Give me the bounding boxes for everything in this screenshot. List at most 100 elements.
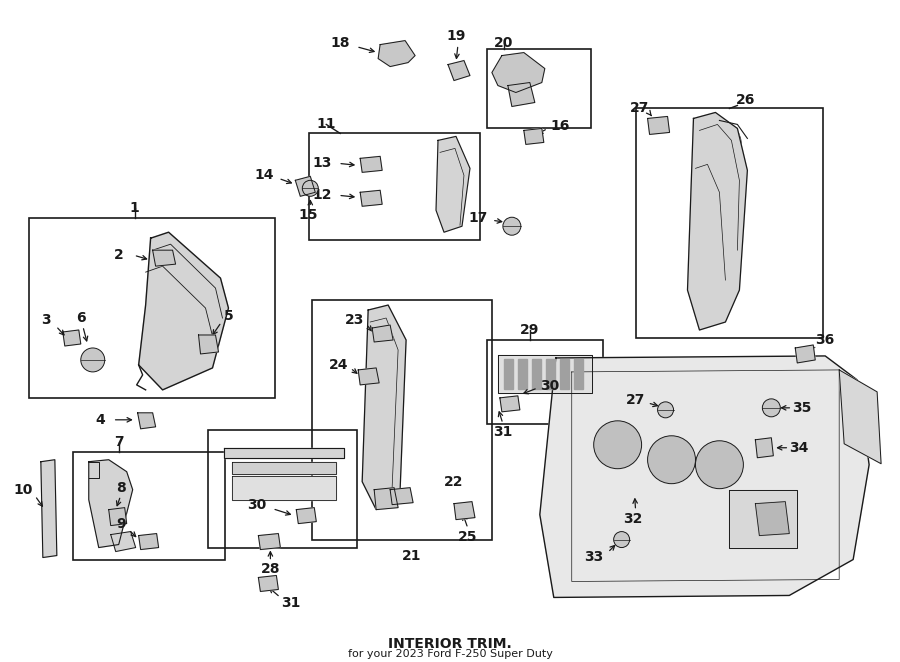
Text: 36: 36	[815, 333, 835, 347]
Bar	[208, 430, 357, 547]
Text: 9: 9	[116, 516, 125, 531]
Polygon shape	[573, 359, 582, 389]
Polygon shape	[729, 490, 797, 547]
Polygon shape	[40, 459, 57, 557]
Text: 13: 13	[312, 156, 332, 170]
Polygon shape	[139, 232, 229, 390]
Text: 15: 15	[299, 209, 318, 222]
Bar	[635, 109, 824, 338]
Text: 28: 28	[261, 563, 280, 577]
Polygon shape	[258, 575, 278, 591]
Polygon shape	[839, 370, 881, 463]
Polygon shape	[111, 532, 136, 551]
Bar	[73, 451, 226, 559]
Polygon shape	[89, 459, 132, 547]
Circle shape	[503, 217, 521, 235]
Polygon shape	[232, 476, 337, 500]
Text: 6: 6	[76, 311, 86, 325]
Polygon shape	[360, 156, 382, 172]
Text: 19: 19	[446, 28, 465, 42]
Text: 22: 22	[445, 475, 464, 489]
Text: 30: 30	[247, 498, 266, 512]
Polygon shape	[688, 113, 747, 330]
Text: 5: 5	[223, 309, 233, 323]
Text: 20: 20	[494, 36, 514, 50]
Text: 2: 2	[113, 248, 123, 262]
Text: 16: 16	[550, 119, 570, 134]
Polygon shape	[295, 176, 315, 197]
Polygon shape	[504, 359, 513, 389]
Polygon shape	[524, 128, 544, 144]
Text: 1: 1	[130, 201, 140, 215]
Polygon shape	[454, 502, 475, 520]
Polygon shape	[199, 335, 219, 354]
Bar	[29, 218, 275, 398]
Circle shape	[648, 436, 696, 484]
Text: 14: 14	[255, 168, 274, 182]
Circle shape	[81, 348, 104, 372]
Polygon shape	[139, 534, 158, 549]
Text: 10: 10	[14, 483, 32, 496]
Polygon shape	[109, 508, 127, 526]
Polygon shape	[296, 508, 316, 524]
Circle shape	[762, 399, 780, 417]
Polygon shape	[63, 330, 81, 346]
Polygon shape	[224, 448, 344, 457]
Text: 34: 34	[789, 441, 809, 455]
Polygon shape	[648, 117, 670, 134]
Text: 7: 7	[114, 435, 123, 449]
Circle shape	[302, 180, 319, 197]
Polygon shape	[492, 52, 544, 93]
Bar	[487, 340, 603, 424]
Polygon shape	[436, 136, 470, 232]
Text: 31: 31	[493, 425, 513, 439]
Polygon shape	[232, 461, 337, 474]
Polygon shape	[518, 359, 526, 389]
Text: 21: 21	[402, 549, 422, 563]
Circle shape	[658, 402, 673, 418]
Polygon shape	[258, 534, 281, 549]
Text: INTERIOR TRIM.: INTERIOR TRIM.	[388, 638, 512, 651]
Text: 11: 11	[317, 117, 336, 132]
Text: 3: 3	[41, 313, 50, 327]
Bar	[487, 48, 590, 128]
Text: 12: 12	[312, 188, 332, 203]
Polygon shape	[500, 396, 520, 412]
Polygon shape	[796, 345, 815, 363]
Text: 33: 33	[584, 549, 603, 563]
Polygon shape	[540, 356, 869, 597]
Polygon shape	[508, 83, 535, 107]
Polygon shape	[532, 359, 541, 389]
Text: 31: 31	[281, 596, 300, 610]
Text: 8: 8	[116, 481, 126, 495]
Text: 24: 24	[328, 358, 348, 372]
Circle shape	[696, 441, 743, 489]
Polygon shape	[360, 190, 382, 207]
Polygon shape	[373, 325, 393, 342]
Polygon shape	[390, 488, 413, 504]
Text: 4: 4	[96, 413, 105, 427]
Text: 27: 27	[626, 393, 645, 407]
Polygon shape	[358, 368, 379, 385]
Text: 30: 30	[540, 379, 560, 393]
Bar	[310, 134, 480, 240]
Text: 17: 17	[468, 211, 488, 225]
Polygon shape	[362, 305, 406, 510]
Polygon shape	[560, 359, 569, 389]
Text: 18: 18	[330, 36, 350, 50]
Bar	[312, 300, 492, 540]
Text: 35: 35	[793, 401, 812, 415]
Polygon shape	[545, 359, 554, 389]
Polygon shape	[755, 438, 773, 457]
Polygon shape	[374, 488, 398, 510]
Polygon shape	[498, 355, 591, 393]
Polygon shape	[448, 60, 470, 81]
Text: 25: 25	[458, 530, 478, 544]
Text: 32: 32	[623, 512, 643, 526]
Circle shape	[614, 532, 630, 547]
Text: 27: 27	[630, 101, 649, 115]
Text: 26: 26	[735, 93, 755, 107]
Text: for your 2023 Ford F-250 Super Duty: for your 2023 Ford F-250 Super Duty	[347, 649, 553, 659]
Polygon shape	[138, 413, 156, 429]
Polygon shape	[378, 40, 415, 67]
